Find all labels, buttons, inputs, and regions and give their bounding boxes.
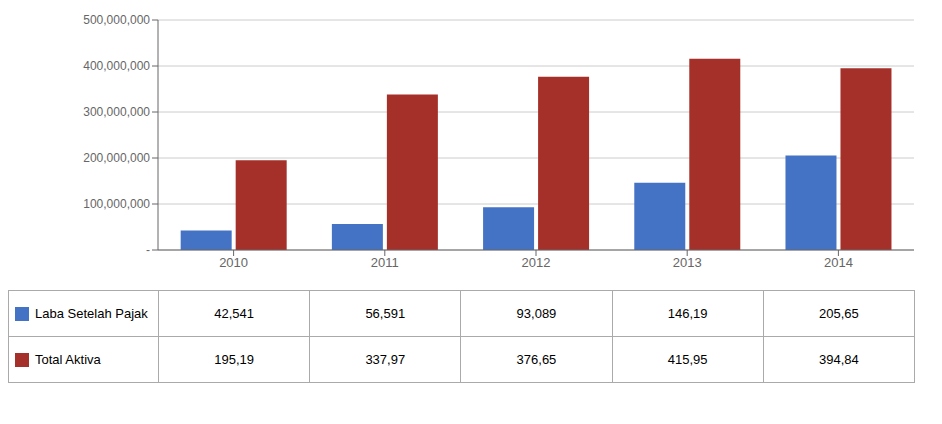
html-text:376,65: 376,65 (516, 352, 557, 367)
svg-text:500,000,000: 500,000,000 (83, 13, 150, 27)
html-text:394,84: 394,84 (819, 352, 859, 367)
html-text:415,95: 415,95 (667, 352, 708, 367)
html-text:Total Aktiva: Total Aktiva (35, 352, 101, 368)
svg-text:-: - (146, 243, 150, 257)
html-text:Laba Setelah Pajak: Laba Setelah Pajak (35, 306, 148, 322)
svg-text:2013: 2013 (673, 255, 702, 270)
svg-text:2012: 2012 (522, 255, 551, 270)
svg-text:100,000,000: 100,000,000 (83, 197, 150, 211)
html-text:93,089: 93,089 (516, 306, 557, 321)
svg-text:400,000,000: 400,000,000 (83, 59, 150, 73)
svg-text:2011: 2011 (371, 255, 399, 270)
svg-text:300,000,000: 300,000,000 (83, 105, 150, 119)
html-text:205,65: 205,65 (819, 306, 859, 321)
svg-text:2010: 2010 (219, 255, 248, 270)
html-text:42,541: 42,541 (214, 306, 254, 321)
svg-text:2014: 2014 (824, 255, 853, 270)
html-text:56,591: 56,591 (365, 306, 406, 321)
html-text:337,97: 337,97 (365, 352, 406, 367)
svg-text:200,000,000: 200,000,000 (83, 151, 150, 165)
html-text:195,19: 195,19 (214, 352, 254, 367)
html-text:146,19: 146,19 (667, 306, 708, 321)
